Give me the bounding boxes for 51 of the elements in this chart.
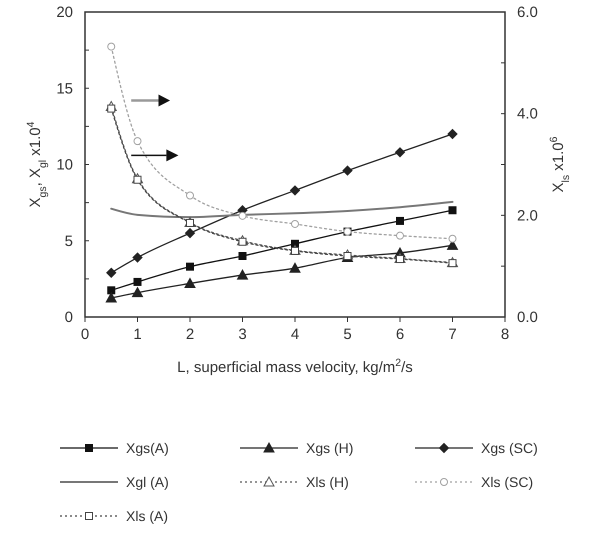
legend-label: Xgl (A)	[126, 474, 169, 490]
legend-label: Xgs (SC)	[481, 440, 538, 456]
y-tick-label: 5	[64, 232, 73, 250]
x-tick-label: 6	[396, 326, 404, 343]
y-tick-label: 20	[56, 4, 73, 21]
point	[448, 129, 458, 139]
legend-label: Xgs(A)	[126, 440, 169, 456]
y-tick-label: 0	[64, 309, 73, 326]
point	[396, 232, 404, 240]
point	[395, 147, 405, 158]
point	[106, 268, 116, 278]
x-tick-label: 3	[238, 326, 247, 343]
point	[186, 262, 194, 271]
point	[396, 216, 404, 225]
legend-label: Xls (A)	[126, 508, 168, 524]
point	[132, 252, 142, 263]
point	[132, 287, 143, 298]
x-tick-label: 5	[343, 326, 352, 343]
point	[290, 185, 300, 196]
point	[238, 212, 246, 220]
point	[448, 206, 456, 214]
point	[106, 292, 117, 302]
y2-tick-label: 6.0	[517, 4, 538, 21]
y2-tick-label: 0.0	[517, 309, 538, 326]
y-tick-label: 10	[56, 156, 73, 174]
point	[186, 192, 194, 200]
x-tick-label: 1	[133, 326, 142, 343]
point	[107, 286, 116, 294]
x-tick-label: 4	[290, 326, 300, 343]
point	[185, 228, 195, 238]
point	[107, 42, 116, 51]
point	[238, 252, 246, 260]
y-tick-label: 15	[56, 80, 73, 98]
x-tick-label: 7	[448, 326, 457, 343]
x-axis-title: L, superficial mass velocity, kg/m$^{2}$/s	[177, 357, 413, 376]
point	[342, 166, 352, 176]
point	[448, 234, 456, 243]
y2-tick-label: 2.0	[517, 207, 538, 224]
x-tick-label: 8	[500, 326, 510, 343]
x-tick-label: 0	[80, 326, 90, 343]
point	[237, 270, 248, 280]
x-tick-label: 2	[186, 326, 194, 343]
legend-label: Xls (SC)	[481, 474, 534, 490]
legend-label: Xls (H)	[306, 474, 349, 490]
point	[290, 262, 300, 273]
y2-tick-label: 4.0	[517, 106, 538, 123]
point	[184, 278, 196, 288]
point	[134, 137, 142, 146]
point	[134, 278, 142, 286]
point	[291, 220, 299, 228]
legend-label: Xgs (H)	[306, 440, 354, 456]
